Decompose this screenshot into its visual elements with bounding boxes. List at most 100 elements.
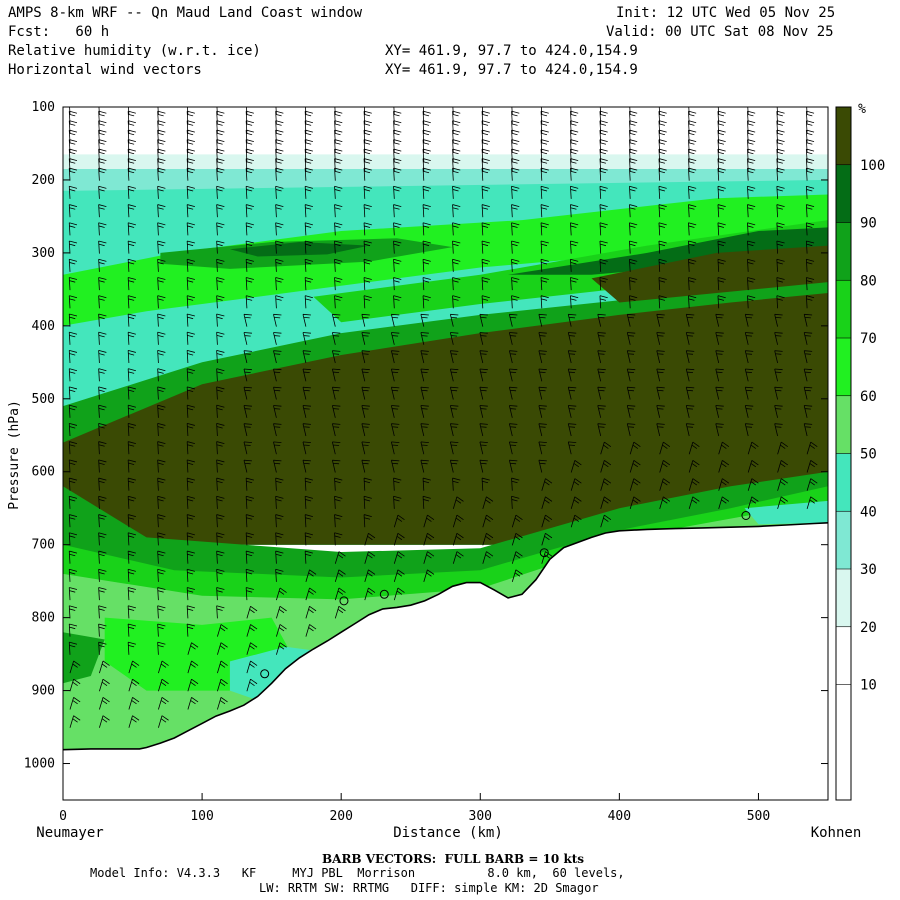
wind-barb xyxy=(68,368,78,382)
wind-barb xyxy=(570,240,579,254)
wind-barb xyxy=(422,129,431,143)
wind-barb xyxy=(68,532,78,546)
wind-barb xyxy=(363,222,372,236)
wind-barb xyxy=(216,386,225,400)
wind-barb xyxy=(98,120,107,134)
plot-title: AMPS 8-km WRF -- Qn Maud Land Coast wind… xyxy=(8,5,363,21)
wind-barb xyxy=(481,167,490,181)
wind-barb xyxy=(364,551,376,564)
wind-barb xyxy=(688,258,697,272)
colorbar-segment xyxy=(836,684,851,743)
wind-barb xyxy=(98,185,107,199)
wind-barb xyxy=(243,368,252,382)
wind-barb xyxy=(747,185,756,199)
wind-barb xyxy=(805,139,815,153)
wind-barb xyxy=(127,587,136,601)
wind-barb xyxy=(157,120,166,134)
wind-barb xyxy=(68,477,78,491)
wind-barb xyxy=(245,514,254,528)
wind-barb xyxy=(363,240,372,254)
wind-barb xyxy=(273,332,282,345)
init-time: Init: 12 UTC Wed 05 Nov 25 xyxy=(616,5,836,21)
wind-barb xyxy=(599,185,608,199)
wind-barb xyxy=(422,107,431,115)
wind-barb xyxy=(243,423,252,437)
wind-barb xyxy=(69,715,81,728)
wind-barb xyxy=(304,204,313,218)
wind-barb xyxy=(304,295,313,309)
wind-barb xyxy=(186,158,195,172)
wind-barb xyxy=(658,240,667,254)
wind-barb xyxy=(422,258,431,272)
wind-barb xyxy=(393,551,405,564)
wind-barb xyxy=(128,697,140,710)
x-tick-label: 0 xyxy=(59,809,67,824)
wind-barb xyxy=(304,158,313,172)
wind-barb xyxy=(98,313,107,327)
wind-barb xyxy=(452,148,461,162)
wind-barb xyxy=(567,313,577,327)
wind-barb xyxy=(570,222,579,236)
wind-barb xyxy=(245,550,254,564)
station-marker xyxy=(260,669,270,679)
wind-barb xyxy=(570,514,582,528)
wind-barb xyxy=(600,514,612,528)
wind-barb xyxy=(659,460,671,473)
wind-barb xyxy=(334,587,346,601)
wind-barb xyxy=(157,158,166,172)
wind-barb xyxy=(243,386,252,400)
wind-barb xyxy=(361,441,370,455)
wind-barb xyxy=(776,277,785,291)
wind-barb xyxy=(803,350,813,364)
wind-barb xyxy=(393,107,402,115)
wind-barb xyxy=(420,423,429,437)
wind-barb xyxy=(186,313,195,327)
wind-barb xyxy=(68,331,78,345)
wind-barb xyxy=(511,139,520,153)
wind-barb xyxy=(422,495,431,509)
wind-barb xyxy=(157,386,166,400)
wind-barb xyxy=(688,478,700,491)
wind-barb xyxy=(599,204,608,218)
wind-barb xyxy=(127,514,136,528)
wind-barb xyxy=(127,422,136,437)
wind-barb xyxy=(334,551,346,564)
wind-barb xyxy=(245,477,254,491)
wind-barb xyxy=(511,129,520,143)
wind-barb xyxy=(599,158,608,172)
wind-barb xyxy=(245,532,254,546)
wind-barb xyxy=(747,478,759,491)
wind-barb xyxy=(361,313,370,327)
wind-barb xyxy=(157,641,166,655)
wind-barb xyxy=(157,313,166,327)
wind-barb xyxy=(99,715,110,728)
colorbar-label: 70 xyxy=(860,331,877,347)
colorbar-segment xyxy=(836,511,851,569)
wind-barb xyxy=(127,313,136,327)
wind-barb xyxy=(658,107,667,115)
wind-barb xyxy=(452,167,461,181)
wind-barb xyxy=(717,107,726,115)
wind-barb xyxy=(449,386,459,400)
wind-barb xyxy=(774,313,783,327)
wind-barb xyxy=(158,715,169,728)
wind-barb xyxy=(127,404,136,418)
wind-barb xyxy=(776,110,785,124)
wind-barb xyxy=(186,422,195,437)
wind-barb xyxy=(805,167,815,181)
wind-barb xyxy=(774,405,783,418)
wind-barb xyxy=(538,368,547,382)
wind-barb xyxy=(186,295,195,309)
wind-barb xyxy=(482,532,494,546)
wind-barb xyxy=(157,368,166,382)
wind-barb xyxy=(304,532,313,546)
wind-barb xyxy=(479,405,488,418)
wind-barb xyxy=(331,386,341,400)
wind-barb xyxy=(157,404,166,418)
y-tick-label: 200 xyxy=(32,173,55,188)
wind-barb xyxy=(98,148,107,162)
wind-barb xyxy=(68,107,78,115)
wind-barb xyxy=(186,107,195,115)
wind-barb xyxy=(452,185,461,199)
